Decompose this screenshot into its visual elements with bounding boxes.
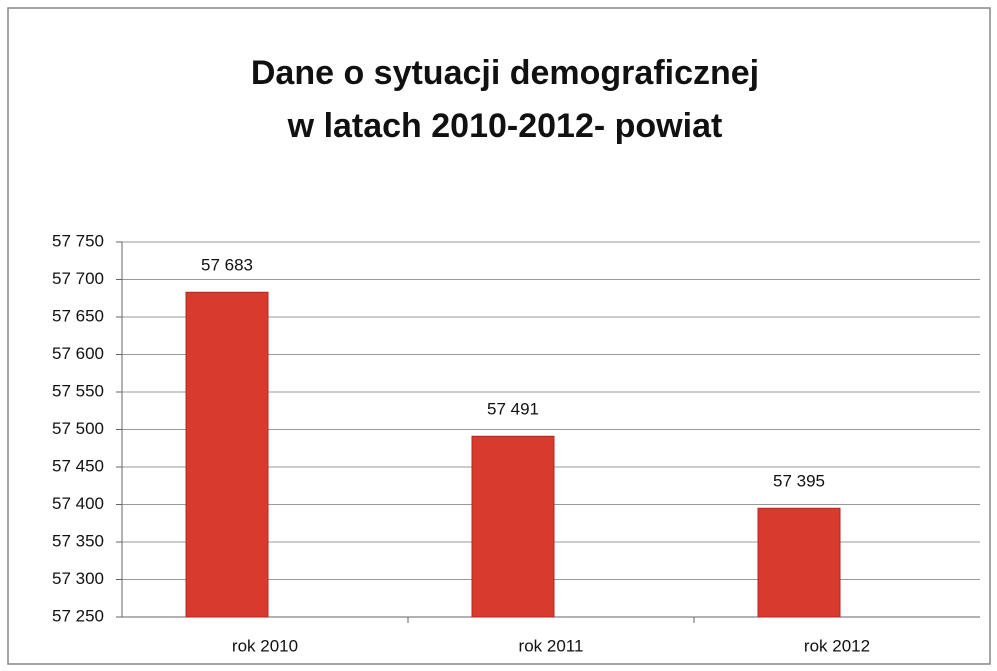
chart-title: Dane o sytuacji demograficznej [251, 54, 759, 92]
y-tick-label: 57 250 [52, 606, 104, 625]
y-tick-label: 57 500 [52, 419, 104, 438]
y-tick-label: 57 300 [52, 569, 104, 588]
bar [757, 507, 841, 618]
chart-title: w latach 2010-2012- powiat [287, 107, 723, 145]
x-tick-label: rok 2012 [804, 636, 870, 655]
data-label: 57 395 [773, 472, 825, 491]
y-tick-label: 57 550 [52, 381, 104, 400]
data-label: 57 683 [201, 256, 253, 275]
y-tick-label: 57 400 [52, 494, 104, 513]
y-tick-label: 57 350 [52, 531, 104, 550]
y-tick-label: 57 700 [52, 269, 104, 288]
x-tick-label: rok 2011 [519, 636, 584, 655]
y-tick-label: 57 600 [52, 344, 104, 363]
data-label: 57 491 [487, 400, 539, 419]
y-tick-label: 57 450 [52, 456, 104, 475]
bar [185, 291, 269, 618]
bar [471, 435, 555, 618]
y-tick-label: 57 650 [52, 306, 104, 325]
x-tick-label: rok 2010 [232, 636, 298, 655]
y-tick-label: 57 750 [52, 231, 104, 250]
